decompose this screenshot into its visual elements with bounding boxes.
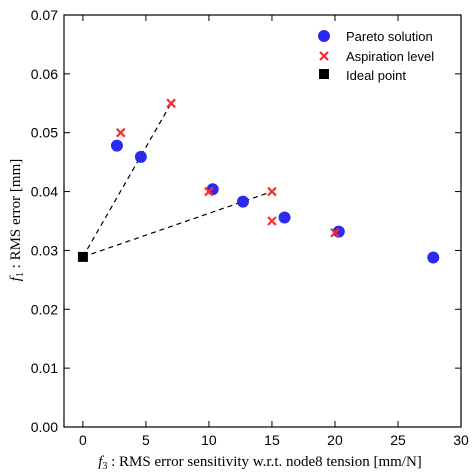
reference-lines	[82, 102, 273, 258]
aspiration-level-point	[166, 98, 176, 109]
x-tick-label: 0	[79, 432, 87, 448]
ideal-point	[77, 251, 88, 262]
x-tick-label: 25	[390, 432, 406, 448]
legend-marker-pareto-solution	[318, 30, 330, 42]
y-tick-label: 0.05	[31, 125, 58, 141]
legend-label-aspiration-level: Aspiration level	[346, 49, 434, 64]
y-tick-label: 0.00	[31, 419, 58, 435]
y-tick-label: 0.04	[31, 184, 58, 200]
y-axis-label: f1 : RMS error [mm]	[8, 159, 26, 282]
aspiration-level-point	[267, 186, 277, 197]
reference-line	[82, 102, 172, 258]
axes	[63, 14, 462, 428]
y-tick-label: 0.02	[31, 301, 58, 317]
legend-label-ideal-point: Ideal point	[346, 68, 406, 83]
y-tick-label: 0.07	[31, 7, 58, 23]
pareto-solution-point	[110, 139, 123, 152]
x-tick-label: 30	[453, 432, 469, 448]
pareto-solution-point	[278, 211, 291, 224]
pareto-solution-point	[236, 195, 249, 208]
pareto-solution-point	[134, 150, 147, 163]
data-markers	[77, 98, 440, 264]
plot-frame	[63, 14, 462, 428]
x-tick-label: 5	[142, 432, 150, 448]
legend-marker-ideal-point	[319, 69, 329, 79]
tick-labels: 0 5 10 15 20 25 30 0.00 0.01 0.02 0.03 0.04 0.05 0.06…	[31, 7, 469, 448]
pareto-solution-point	[427, 251, 440, 264]
y-tick-label: 0.01	[31, 360, 58, 376]
x-tick-label: 10	[201, 432, 217, 448]
aspiration-level-point	[115, 127, 126, 138]
aspiration-level-point	[330, 227, 340, 238]
aspiration-level-point	[204, 186, 214, 197]
legend: Pareto solution Aspiration level Ideal p…	[318, 29, 434, 83]
legend-marker-aspiration-level	[319, 51, 329, 61]
aspiration-level-point	[267, 216, 277, 226]
x-axis-label: f3 : RMS error sensitivity w.r.t. node8 …	[98, 454, 422, 472]
x-tick-label: 20	[327, 432, 343, 448]
y-tick-label: 0.06	[31, 66, 58, 82]
x-tick-label: 15	[264, 432, 280, 448]
legend-label-pareto-solution: Pareto solution	[346, 29, 433, 44]
y-tick-label: 0.03	[31, 242, 58, 258]
